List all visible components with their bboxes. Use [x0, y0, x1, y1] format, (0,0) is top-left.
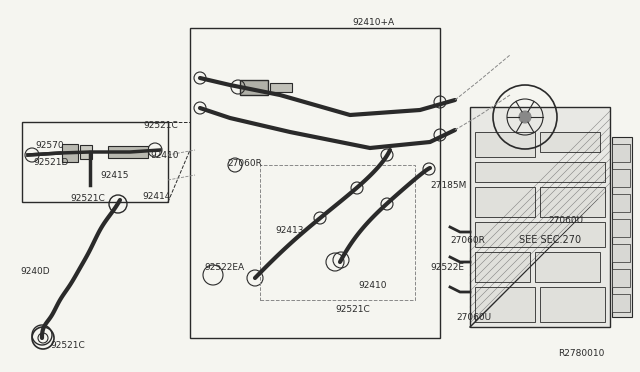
- Text: SEE SEC.270: SEE SEC.270: [519, 235, 581, 245]
- Bar: [612, 244, 630, 262]
- Text: 92410: 92410: [358, 280, 387, 289]
- Bar: [190, 28, 440, 338]
- Text: 9240D: 9240D: [20, 267, 50, 276]
- Text: 27060U: 27060U: [548, 215, 583, 224]
- Bar: [612, 219, 630, 237]
- Text: 92522E: 92522E: [430, 263, 464, 272]
- Text: 92410+A: 92410+A: [352, 17, 394, 26]
- Bar: [470, 107, 610, 327]
- Bar: [540, 287, 605, 322]
- Bar: [612, 144, 630, 162]
- Bar: [540, 132, 600, 152]
- Bar: [260, 165, 415, 300]
- Bar: [475, 287, 535, 322]
- Bar: [475, 222, 605, 247]
- Text: 27060R: 27060R: [227, 158, 262, 167]
- Bar: [475, 162, 605, 182]
- Text: 92413: 92413: [275, 225, 303, 234]
- Bar: [108, 146, 148, 158]
- Text: 92521D: 92521D: [33, 157, 68, 167]
- Bar: [612, 194, 630, 212]
- Bar: [62, 144, 78, 162]
- Text: 92521C: 92521C: [70, 193, 105, 202]
- Bar: [240, 80, 268, 95]
- Bar: [475, 252, 530, 282]
- Text: 92521C: 92521C: [50, 341, 84, 350]
- Text: 92521C: 92521C: [143, 121, 178, 129]
- Circle shape: [519, 111, 531, 123]
- Bar: [80, 145, 92, 159]
- Bar: [535, 252, 600, 282]
- Text: 92522EA: 92522EA: [204, 263, 244, 273]
- Text: 27185M: 27185M: [430, 180, 467, 189]
- Bar: [612, 294, 630, 312]
- Bar: [612, 137, 632, 317]
- Text: 92521C: 92521C: [335, 305, 370, 314]
- Text: 27060U: 27060U: [456, 314, 491, 323]
- Bar: [612, 169, 630, 187]
- Bar: [270, 83, 292, 92]
- Text: 92410: 92410: [150, 151, 179, 160]
- Text: 92570: 92570: [35, 141, 63, 150]
- Bar: [475, 187, 535, 217]
- Text: 27060R: 27060R: [450, 235, 485, 244]
- Text: 92414: 92414: [142, 192, 170, 201]
- Text: R2780010: R2780010: [558, 350, 604, 359]
- Bar: [475, 132, 535, 157]
- Text: 92415: 92415: [100, 170, 129, 180]
- Bar: [612, 269, 630, 287]
- Bar: [540, 187, 605, 217]
- Bar: [22, 122, 168, 202]
